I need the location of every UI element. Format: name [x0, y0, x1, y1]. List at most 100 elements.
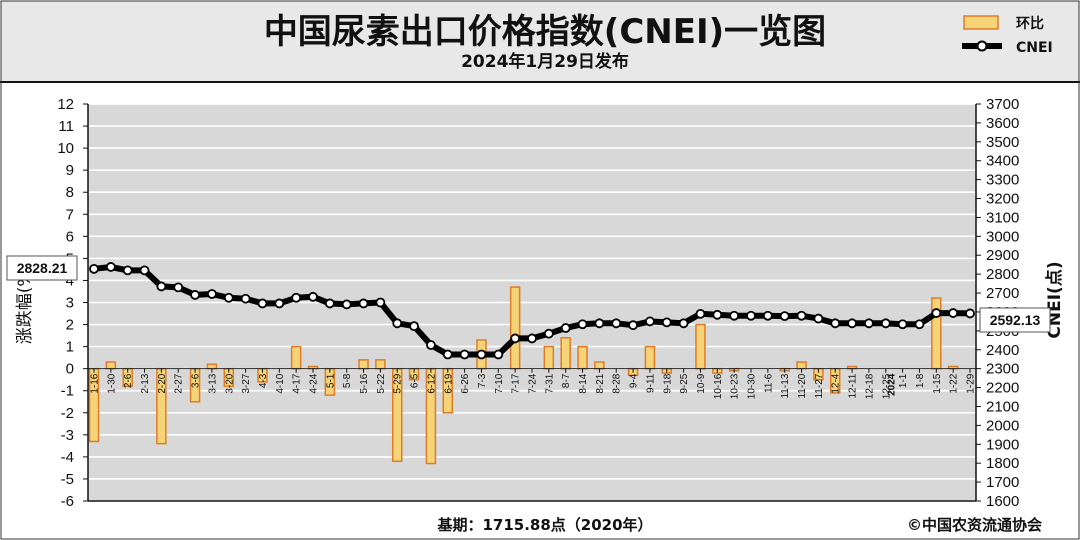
- x-tick-label: 2-13: [140, 373, 151, 393]
- left-tick-label: -3: [61, 427, 74, 444]
- left-tick-label: 10: [57, 140, 74, 157]
- line-series-cnei: [89, 262, 975, 360]
- x-tick-label: 5-1: [325, 373, 336, 388]
- right-tick-label: 1600: [986, 493, 1019, 510]
- cnei-point-1-30: [105, 262, 116, 272]
- cnei-point-10-16: [712, 309, 723, 320]
- cnei-point-7-17: [510, 333, 521, 344]
- bar-5-22: [375, 359, 386, 370]
- right-tick-label: 1700: [986, 474, 1019, 491]
- legend-bar-label: 环比: [1016, 15, 1044, 32]
- cnei-point-9-4: [628, 320, 638, 331]
- x-tick-label: 6-12: [426, 373, 437, 393]
- left-tick-label: 3: [66, 295, 74, 312]
- cnei-point-10-23: [729, 310, 740, 321]
- last-value-label: 2592.13: [990, 312, 1041, 328]
- x-tick-label: 1-1: [898, 373, 909, 388]
- cnei-point-1-22: [948, 308, 959, 318]
- first-value-box: [6, 255, 78, 281]
- bar-3-13: [206, 363, 218, 370]
- left-tick-label: -2: [61, 405, 74, 422]
- x-tick-label: 5-29: [393, 373, 404, 393]
- x-tick-label: 8-14: [578, 373, 589, 393]
- x-tick-label: 6-26: [460, 373, 471, 393]
- x-tick-label: 3-27: [241, 373, 252, 393]
- legend: 环比 CNEI: [962, 15, 1053, 56]
- cnei-point-5-22: [375, 297, 386, 308]
- bar-8-14: [577, 345, 588, 370]
- cnei-point-8-28: [611, 318, 622, 329]
- cnei-point-3-27: [240, 293, 251, 304]
- cnei-point-10-30: [746, 310, 756, 321]
- x-tick-label: 1-8: [915, 373, 926, 388]
- cnei-point-6-19: [442, 349, 453, 360]
- x-tick-label: 6-19: [443, 373, 454, 393]
- cnei-point-9-18: [661, 317, 672, 328]
- x-tick-label: 7-17: [511, 373, 522, 393]
- x-tick-label: 11-27: [814, 373, 825, 398]
- x-tick-label: 12-25: [881, 373, 892, 399]
- right-tick-label: 2900: [986, 247, 1019, 264]
- right-tick-label: 2100: [986, 398, 1019, 415]
- right-tick-label: 2700: [986, 285, 1019, 302]
- x-tick-label: 9-25: [679, 373, 690, 393]
- x-tick-label: 12-11: [848, 373, 859, 398]
- cnei-point-11-20: [796, 310, 807, 321]
- bar-9-11: [644, 345, 656, 370]
- left-tick-label: 4: [66, 272, 74, 289]
- last-value-callout: 2592.13: [979, 307, 1051, 333]
- right-tick-label: 3500: [986, 134, 1019, 151]
- left-axis-title: 涨跌幅(%): [15, 264, 35, 344]
- bar-8-21: [594, 361, 605, 370]
- copyright-note: ©中国农资流通协会: [907, 516, 1042, 534]
- cnei-point-5-29: [392, 318, 403, 329]
- left-tick-label: 1: [66, 339, 74, 356]
- header-band: [1, 1, 1079, 82]
- right-tick-label: 2000: [986, 417, 1019, 434]
- left-tick-label: 11: [58, 118, 74, 135]
- x-tick-label: 5-8: [342, 373, 353, 388]
- cnei-point-12-18: [864, 318, 874, 329]
- x-tick-label: 4-24: [309, 373, 320, 393]
- x-tick-label: 12-4: [831, 373, 842, 393]
- left-tick-label: 6: [66, 228, 74, 245]
- x-tick-label: 10-23: [730, 373, 741, 399]
- cnei-point-1-8: [914, 319, 925, 330]
- bar-4-17: [290, 345, 302, 370]
- x-tick-label: 7-31: [544, 373, 555, 393]
- x-tick-label: 12-18: [864, 373, 875, 399]
- cnei-point-5-8: [341, 299, 352, 310]
- cnei-point-11-13: [779, 311, 790, 322]
- x-tick-label: 3-20: [224, 373, 235, 393]
- x-tick-label: 1-29: [966, 373, 977, 393]
- bar-8-7: [560, 337, 571, 370]
- left-tick-label: -6: [61, 493, 74, 510]
- cnei-point-7-10: [493, 349, 504, 360]
- cnei-point-1-29: [965, 308, 975, 319]
- cnei-point-2-20: [156, 281, 167, 292]
- chart-title: 中国尿素出口价格指数(CNEI)一览图: [264, 12, 826, 52]
- right-tick-label: 3700: [986, 96, 1019, 113]
- left-tick-label: 0: [66, 361, 74, 378]
- cnei-point-6-5: [409, 321, 419, 332]
- x-tick-label: 3-6: [191, 373, 202, 388]
- base-period-note: 基期：1715.88点（2020年）: [436, 516, 652, 534]
- left-tick-label: -5: [61, 471, 74, 488]
- cnei-point-8-7: [560, 323, 571, 333]
- cnei-point-3-6: [190, 290, 200, 300]
- x-tick-label: 4-10: [275, 373, 286, 393]
- x-tick-label: 7-3: [477, 373, 488, 388]
- chart-subtitle: 2024年1月29日发布: [461, 51, 629, 72]
- bar-5-16: [358, 359, 369, 370]
- bar-10-9: [695, 323, 706, 370]
- x-tick-label: 4-17: [292, 373, 303, 393]
- x-tick-label: 8-28: [612, 373, 623, 393]
- cnei-point-8-21: [594, 318, 605, 329]
- x-tick-label: 9-11: [645, 373, 656, 393]
- left-tick-label: 2: [66, 317, 74, 334]
- left-tick-label: 12: [57, 96, 74, 113]
- left-tick-label: 9: [66, 162, 74, 179]
- x-tick-label: 8-7: [561, 373, 572, 388]
